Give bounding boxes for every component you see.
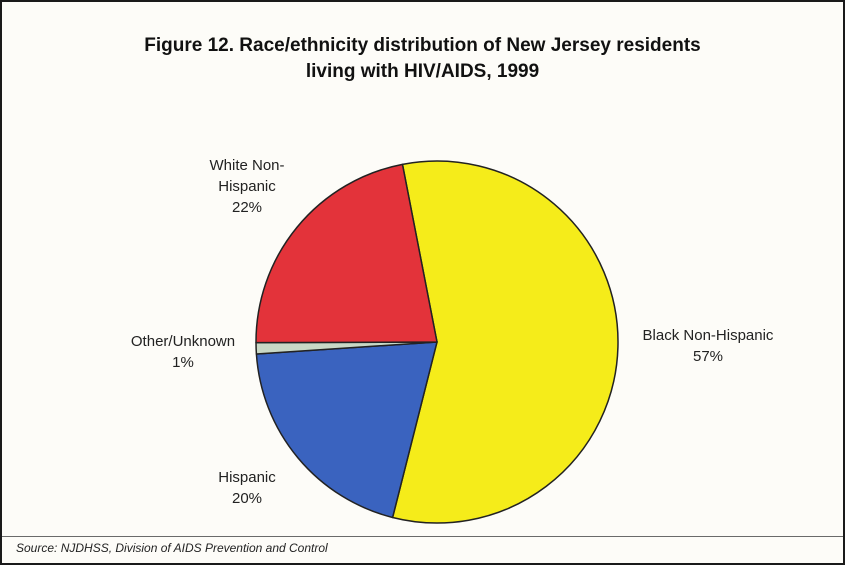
- pie-slice-white-non-hispanic: [255, 163, 438, 344]
- pie-slice-hispanic: [255, 341, 438, 519]
- slice-label-other-unknown: Other/Unknown 1%: [131, 333, 235, 371]
- chart-title-line-2: living with HIV/AIDS, 1999: [305, 61, 540, 82]
- chart-title-line-1: Figure 12. Race/ethnicity distribution o…: [144, 35, 701, 56]
- slice-label-hispanic: Hispanic 20%: [218, 469, 276, 507]
- slice-label-black-non-hispanic: Black Non-Hispanic 57%: [643, 327, 774, 365]
- source-note: Source: NJDHSS, Division of AIDS Prevent…: [16, 541, 328, 555]
- pie-slice-black-non-hispanic: [391, 160, 619, 524]
- footer-divider: [2, 536, 843, 537]
- slice-label-white-non-hispanic: White Non-Hispanic 22%: [209, 157, 284, 216]
